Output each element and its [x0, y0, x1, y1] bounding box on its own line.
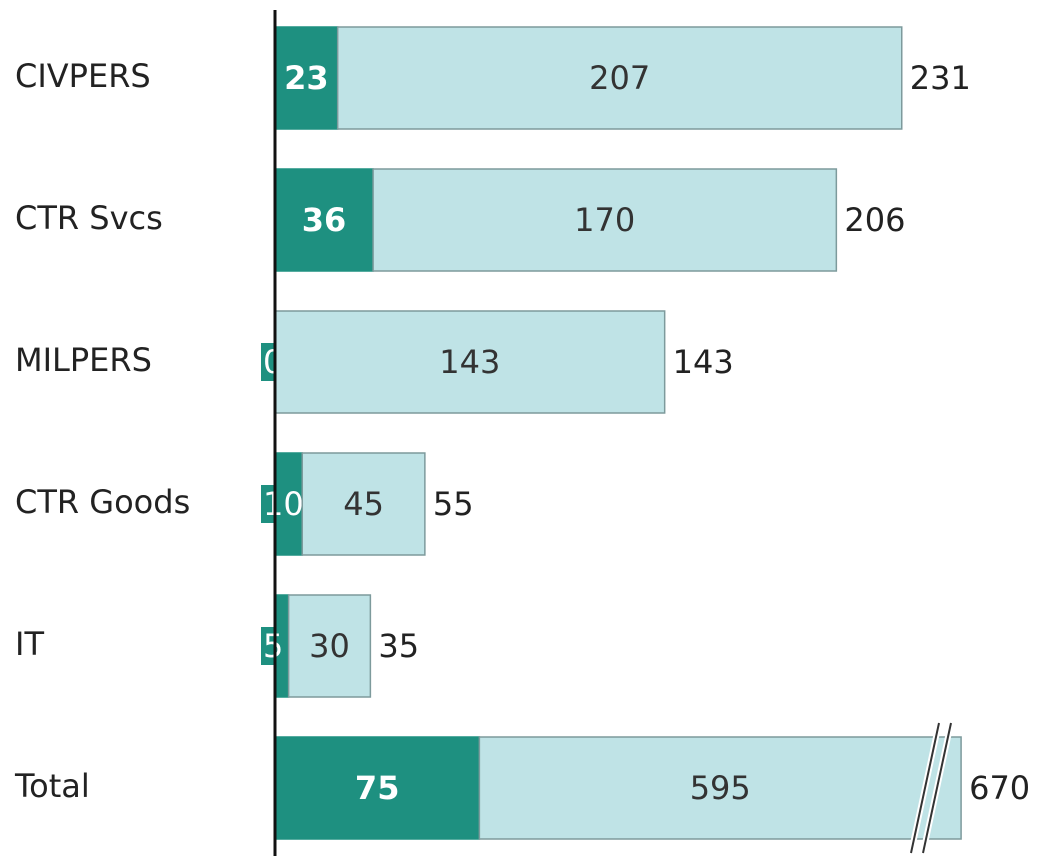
value-label: 170 — [574, 201, 635, 239]
label-box — [261, 627, 286, 665]
bar-segment — [274, 310, 666, 414]
value-label: 5 — [263, 627, 283, 665]
value-label: 10 — [263, 485, 304, 523]
bar-segment — [301, 452, 426, 556]
label-box — [261, 485, 306, 523]
category-label: CTR Goods — [15, 483, 190, 521]
axis-break — [922, 722, 952, 854]
value-label-box: 10 — [261, 485, 306, 523]
total-label: 35 — [378, 627, 419, 665]
bar-segment — [274, 736, 481, 840]
bar-segment — [287, 594, 372, 698]
total-label: 206 — [844, 201, 905, 239]
total-label: 231 — [910, 59, 971, 97]
value-label: 23 — [284, 59, 329, 97]
value-label: 207 — [589, 59, 650, 97]
value-label: 595 — [690, 769, 751, 807]
bar-segment — [372, 168, 838, 272]
category-label: CIVPERS — [15, 57, 151, 95]
bar-segment — [274, 26, 339, 130]
category-label: CTR Svcs — [15, 199, 163, 237]
category-label: MILPERS — [15, 341, 152, 379]
bar-segment — [336, 26, 903, 130]
axis-break — [910, 722, 940, 854]
total-label: 55 — [433, 485, 474, 523]
bar-segment — [478, 736, 962, 840]
value-label: 45 — [343, 485, 384, 523]
value-label: 30 — [309, 627, 350, 665]
total-label: 143 — [673, 343, 734, 381]
bar-segment — [274, 168, 374, 272]
category-label: Total — [14, 767, 90, 805]
value-label-box: 5 — [261, 627, 286, 665]
value-label: 36 — [302, 201, 347, 239]
value-label: 75 — [355, 769, 400, 807]
category-label: IT — [15, 625, 44, 663]
total-label: 670 — [969, 769, 1030, 807]
value-label: 143 — [439, 343, 500, 381]
